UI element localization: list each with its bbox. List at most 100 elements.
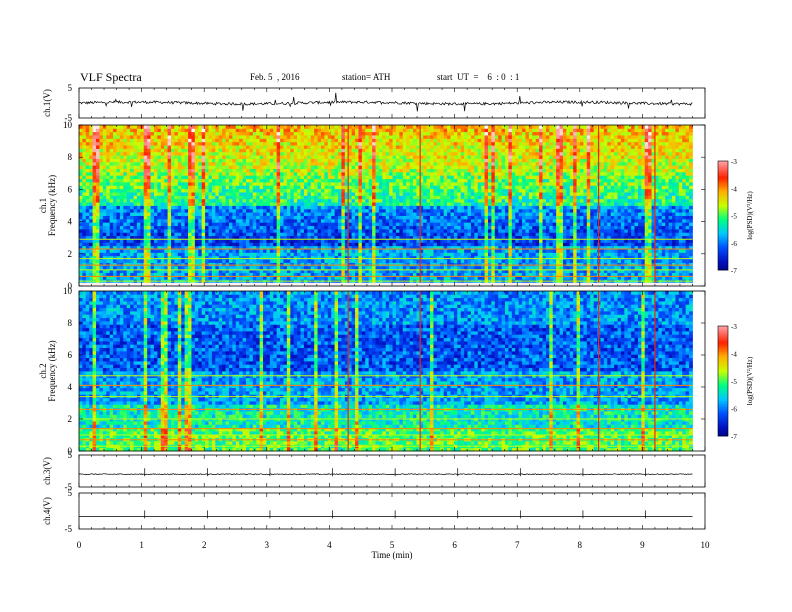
spectrogram-cell	[389, 175, 393, 180]
spectrogram-cell	[194, 272, 199, 277]
spectrogram-cell	[372, 245, 376, 250]
spectrogram-cell	[177, 125, 182, 129]
spectrogram-cell	[205, 242, 209, 247]
spectrogram-cell	[307, 145, 312, 149]
spectrogram-cell	[395, 131, 400, 136]
spectrogram-cell	[133, 141, 138, 146]
spectrogram-cell	[133, 125, 138, 129]
spectrogram-cell	[136, 262, 141, 267]
spectrogram-cell	[389, 202, 393, 206]
spectrogram-cell	[273, 135, 278, 139]
spectrogram-cell	[167, 171, 172, 176]
spectrogram-cell	[222, 202, 226, 206]
spectrogram-cell	[232, 185, 237, 190]
spectrogram-cell	[286, 138, 291, 143]
spectrogram-cell	[385, 262, 390, 267]
spectrogram-cell	[171, 272, 175, 277]
spectrogram-cell	[85, 138, 90, 143]
spectrogram-cell	[419, 131, 424, 136]
spectrogram-cell	[269, 182, 274, 186]
spectrogram-cell	[150, 158, 155, 163]
spectrogram-cell	[205, 141, 209, 146]
spectrogram-cell	[184, 208, 189, 213]
spectrogram-cell	[300, 135, 305, 139]
spectrogram-cell	[201, 165, 206, 169]
spectrogram-cell	[317, 145, 322, 149]
spectrogram-cell	[392, 222, 397, 227]
spectrogram-cell	[269, 141, 274, 146]
spectrogram-cell	[188, 148, 192, 153]
spectrogram-cell	[89, 255, 94, 260]
spectrogram-cell	[385, 171, 390, 176]
spectrogram-cell	[106, 215, 111, 220]
spectrogram-cell	[143, 249, 148, 253]
spectrogram-cell	[232, 135, 237, 139]
spectrogram-cell	[297, 155, 301, 159]
spectrogram-cell	[119, 218, 124, 223]
spectrogram-cell	[276, 215, 281, 220]
spectrogram-cell	[334, 212, 339, 216]
spectrogram-cell	[79, 218, 83, 223]
spectrogram-cell	[341, 255, 346, 260]
spectrogram-cell	[293, 165, 298, 169]
spectrogram-cell	[395, 138, 400, 143]
spectrogram-cell	[307, 165, 312, 169]
spectrogram-cell	[283, 195, 288, 200]
spectrogram-cell	[382, 175, 387, 180]
spectrogram-cell	[167, 222, 172, 227]
spectrogram-cell	[181, 272, 186, 277]
spectrogram-cell	[228, 158, 233, 163]
spectrogram-cell	[167, 218, 172, 223]
spectrogram-cell	[300, 185, 305, 190]
spectrogram-cell	[164, 141, 169, 146]
spectrogram-cell	[188, 185, 192, 190]
spectrogram-cell	[399, 198, 404, 203]
spectrogram-cell	[402, 208, 407, 213]
spectrogram-cell	[320, 192, 325, 196]
spectrogram-cell	[143, 188, 148, 193]
spectrogram-cell	[375, 188, 380, 193]
spectrogram-cell	[307, 245, 312, 250]
spectrogram-cell	[372, 168, 376, 173]
spectrogram-cell	[375, 235, 380, 240]
spectrogram-cell	[280, 131, 284, 136]
spectrogram-cell	[372, 262, 376, 267]
spectrogram-cell	[222, 128, 226, 133]
spectrogram-cell	[119, 259, 124, 263]
spectrogram-cell	[320, 218, 325, 223]
spectrogram-cell	[280, 262, 284, 267]
spectrogram-cell	[123, 262, 128, 267]
spectrogram-cell	[92, 158, 97, 163]
spectrogram-cell	[324, 205, 329, 210]
spectrogram-cell	[89, 272, 94, 277]
spectrogram-cell	[385, 138, 390, 143]
spectrogram-cell	[317, 125, 322, 129]
spectrogram-cell	[136, 178, 141, 183]
spectrogram-cell	[392, 198, 397, 203]
spectrogram-cell	[153, 212, 158, 216]
spectrogram-cell	[416, 151, 421, 156]
spectrogram-cell	[372, 252, 376, 257]
spectrogram-cell	[358, 148, 363, 153]
spectrogram-cell	[348, 155, 353, 159]
spectrogram-cell	[198, 275, 203, 280]
spectrogram-cell	[113, 222, 117, 227]
spectrogram-cell	[174, 218, 179, 223]
spectrogram-cell	[106, 218, 111, 223]
spectrogram-cell	[276, 228, 281, 233]
spectrogram-cell	[368, 208, 373, 213]
spectrogram-cell	[140, 265, 145, 270]
spectrogram-cell	[222, 218, 226, 223]
spectrogram-cell	[157, 161, 162, 166]
spectrogram-cell	[123, 145, 128, 149]
spectrogram-cell	[389, 245, 393, 250]
spectrogram-cell	[283, 265, 288, 270]
spectrogram-cell	[119, 148, 124, 153]
spectrogram-cell	[157, 242, 162, 247]
spectrogram-cell	[320, 145, 325, 149]
spectrogram-cell	[136, 208, 141, 213]
spectrogram-cell	[153, 135, 158, 139]
spectrogram-cell	[378, 198, 383, 203]
spectrogram-cell	[382, 252, 387, 257]
spectrogram-cell	[355, 239, 359, 243]
